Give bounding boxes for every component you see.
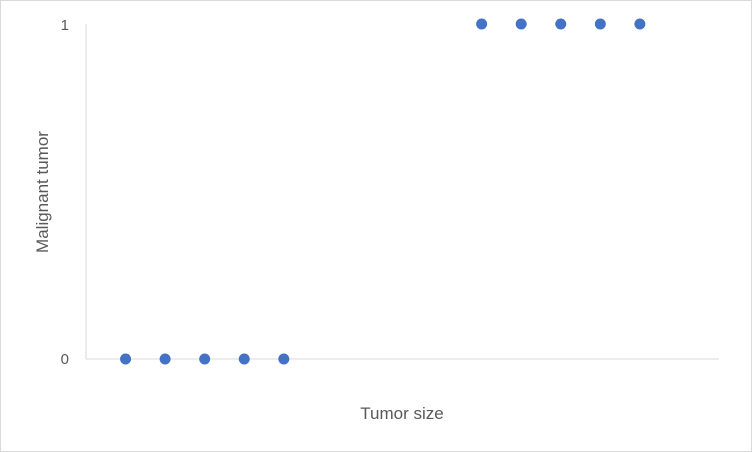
y-tick-label-1: 1: [61, 17, 69, 34]
x-axis-title: Tumor size: [360, 404, 443, 423]
data-point-0-2: [199, 353, 211, 365]
y-tick-label-0: 0: [61, 351, 69, 368]
y-axis-title: Malignant tumor: [33, 131, 52, 253]
data-point-0-3: [238, 353, 250, 365]
data-point-0-1: [159, 353, 171, 365]
data-point-0-7: [555, 18, 567, 30]
data-point-0-6: [515, 18, 527, 30]
data-point-0-5: [476, 18, 488, 30]
data-point-0-8: [594, 18, 606, 30]
data-points: [120, 18, 646, 365]
data-point-0-9: [634, 18, 646, 30]
data-point-0-4: [278, 353, 290, 365]
data-point-0-0: [120, 353, 132, 365]
